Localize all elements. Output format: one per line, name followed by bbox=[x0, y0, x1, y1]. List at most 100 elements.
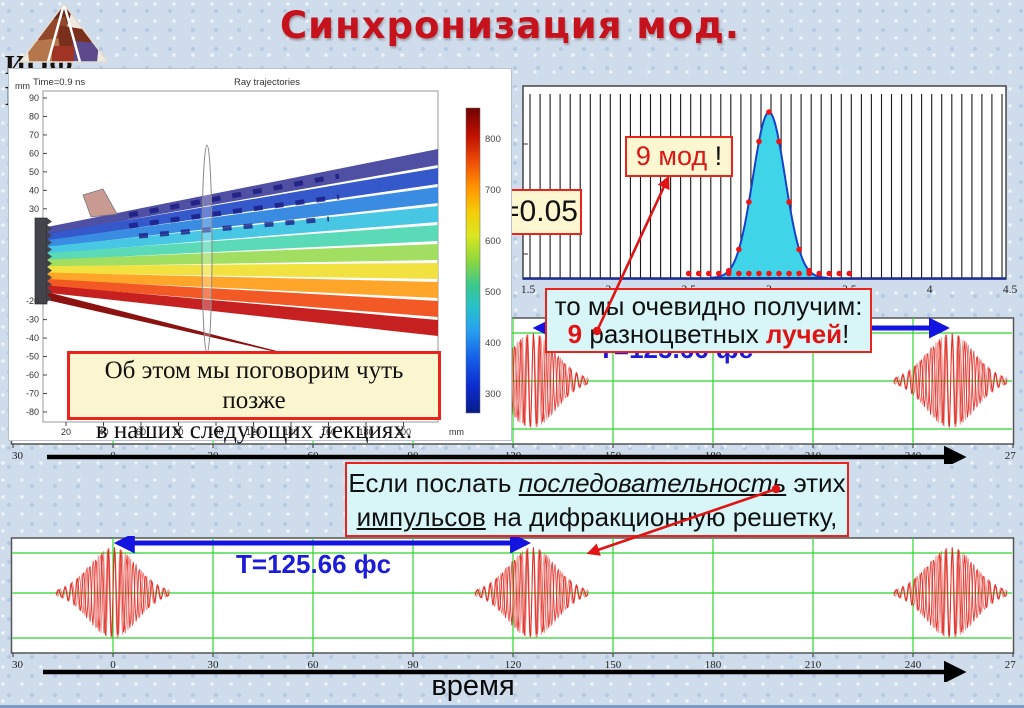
ray-xtick-label: 140 bbox=[283, 427, 298, 437]
institute-logo bbox=[18, 2, 110, 63]
ray-xtick-label: 180 bbox=[358, 427, 373, 437]
ray-plot-title: Ray trajectories bbox=[234, 77, 300, 88]
slide-title: Синхронизация мод. bbox=[280, 4, 740, 47]
pulse-packet bbox=[893, 333, 1008, 429]
ray-time-label: Time=0.9 ns bbox=[33, 77, 85, 88]
ray-ytick-label: 80 bbox=[29, 111, 39, 121]
pulse-packet bbox=[893, 547, 1008, 639]
baseline-dot bbox=[716, 270, 722, 277]
ray-beam bbox=[47, 206, 438, 254]
time-tick-label: 30 bbox=[208, 659, 220, 671]
grating-tooth bbox=[47, 295, 52, 302]
ray-xtick-label: 100 bbox=[208, 427, 223, 437]
time-tick-label: 240 bbox=[905, 659, 922, 671]
send-line2: импульсов на дифракционную решетку, bbox=[356, 502, 838, 532]
ray-ytick-label: 90 bbox=[29, 93, 39, 103]
colorbar-tick-label: 500 bbox=[485, 287, 501, 298]
colorbar-tick-label: 800 bbox=[485, 134, 501, 145]
grating-tooth bbox=[47, 260, 52, 267]
baseline-dot bbox=[786, 270, 792, 277]
ray-xtick-label: 120 bbox=[246, 427, 261, 437]
logo-mosaic bbox=[20, 4, 108, 62]
time-tick-label: − 30 bbox=[10, 450, 23, 462]
baseline-dot bbox=[746, 270, 752, 277]
baseline-dot bbox=[826, 270, 833, 277]
pulse-packet bbox=[474, 547, 589, 639]
later-callout: Об этом мы поговорим чуть позже в наших … bbox=[67, 351, 441, 444]
grating-tooth bbox=[47, 225, 52, 232]
colorbar bbox=[465, 107, 481, 414]
baseline-dot bbox=[846, 270, 853, 277]
ray-ytick-label: -30 bbox=[26, 315, 39, 325]
colorbar-tick-label: 700 bbox=[485, 185, 501, 196]
ray-beam bbox=[47, 263, 438, 279]
grating-tooth bbox=[47, 246, 52, 253]
ray-y-unit: mm bbox=[15, 81, 30, 91]
colorbar-tick-label: 600 bbox=[485, 236, 501, 247]
time-tick-label: − 30 bbox=[10, 659, 23, 671]
mode-dot bbox=[796, 246, 802, 253]
baseline-dot bbox=[685, 270, 692, 277]
mode-spectrum-plot: 1.522.533.544.5 bbox=[521, 85, 1018, 296]
result-line2: 9 разноцветных лучей! bbox=[567, 319, 850, 349]
mode-dot bbox=[726, 267, 732, 274]
spectrum-xtick-label: 4 bbox=[927, 284, 933, 296]
send-line1: Если послать последовательность этих bbox=[348, 468, 846, 498]
grating-tooth bbox=[47, 274, 52, 281]
grating-tooth bbox=[47, 267, 52, 274]
mode-dot bbox=[776, 138, 782, 145]
baseline-dot bbox=[836, 270, 843, 277]
mode-dot bbox=[806, 267, 812, 274]
mode-markers bbox=[685, 109, 853, 277]
ray-ytick-label: -50 bbox=[26, 352, 39, 362]
grating-tooth bbox=[47, 232, 52, 239]
ray-beam bbox=[47, 285, 438, 336]
send-sequence-callout: Если послать последовательность этих имп… bbox=[345, 462, 849, 537]
ray-xtick-label: 80 bbox=[173, 427, 183, 437]
baseline-dot bbox=[796, 270, 802, 277]
baseline-dot bbox=[766, 270, 772, 277]
ray-ytick-label: 30 bbox=[29, 204, 39, 214]
ray-beam bbox=[47, 244, 438, 267]
lens-outline bbox=[201, 144, 213, 354]
ray-xtick-label: 160 bbox=[321, 427, 336, 437]
baseline-dot bbox=[695, 270, 702, 277]
grating-tooth bbox=[47, 239, 52, 246]
baseline-dot bbox=[776, 270, 782, 277]
time-axis-label: время bbox=[431, 670, 515, 702]
mode-spacing-callout: =0.05 bbox=[498, 189, 582, 235]
grating-tooth bbox=[47, 253, 52, 260]
ray-xtick-label: 20 bbox=[61, 427, 71, 437]
ray-x-unit: mm bbox=[449, 427, 464, 437]
ray-ytick-label: -80 bbox=[26, 407, 39, 417]
colorbar-tick-label: 300 bbox=[485, 389, 501, 400]
mode-dot bbox=[756, 138, 762, 145]
time-tick-label: 120 bbox=[505, 659, 522, 671]
time-tick-label: 0 bbox=[110, 659, 116, 671]
ray-xtick-label: 40 bbox=[98, 427, 108, 437]
mode-dot bbox=[746, 199, 752, 205]
ray-beam bbox=[47, 187, 438, 248]
spectrum-xtick-label: 1.5 bbox=[521, 284, 536, 296]
colorbar-tick-label: 400 bbox=[485, 338, 501, 349]
ray-beam bbox=[47, 225, 438, 261]
spectrum-xtick-label: 4.5 bbox=[1003, 284, 1018, 296]
ray-ytick-label: -70 bbox=[26, 388, 39, 398]
time-tick-label: 60 bbox=[308, 659, 320, 671]
ray-ytick-label: 40 bbox=[29, 185, 39, 195]
pulse-packet bbox=[55, 547, 170, 639]
ray-ytick-label: -20 bbox=[26, 296, 39, 306]
ray-beam bbox=[47, 149, 438, 235]
pulse-train-plot-lower: − 30 0 30 60 90 120 150 180 210 240 270 bbox=[10, 536, 1016, 682]
mode-dot bbox=[766, 109, 772, 115]
result-callout: то мы очевидно получим: 9 разноцветных л… bbox=[545, 288, 872, 353]
grating-tooth bbox=[47, 288, 52, 295]
baseline-dot bbox=[816, 270, 822, 277]
ray-ytick-label: 70 bbox=[29, 130, 39, 140]
grating-tooth bbox=[47, 218, 52, 225]
time-tick-label: 210 bbox=[805, 659, 822, 671]
nine-modes-suffix: ! bbox=[707, 141, 723, 171]
ray-beam bbox=[47, 168, 438, 241]
period-label-lower: T=125.66 фс bbox=[236, 549, 392, 579]
